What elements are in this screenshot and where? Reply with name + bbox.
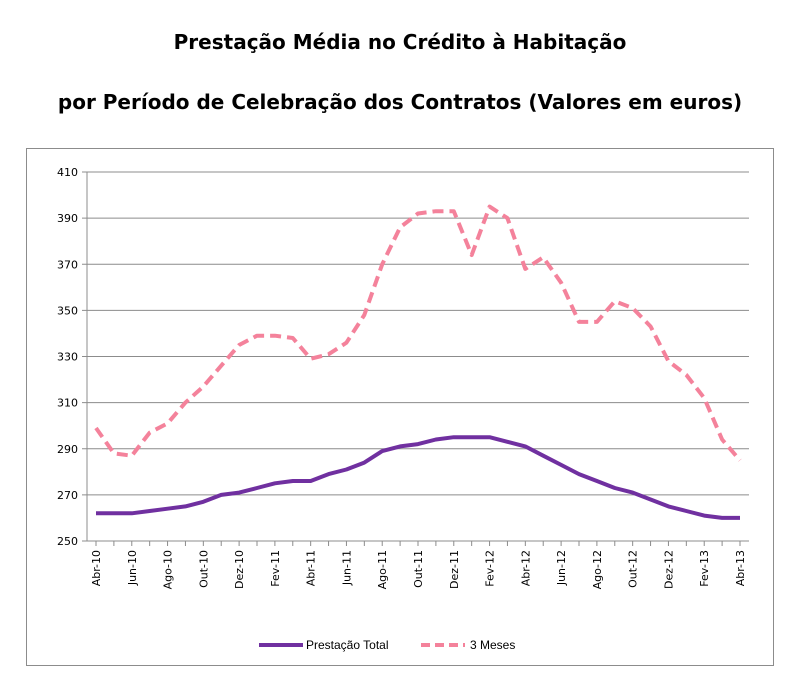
x-tick-label: Fev-12: [484, 550, 497, 587]
y-tick-label: 410: [57, 166, 78, 179]
x-tick-label: Fev-11: [269, 550, 282, 587]
x-tick-label: Jun-12: [555, 550, 568, 586]
series-lines: [94, 204, 742, 520]
legend: Prestação Total 3 Meses: [259, 638, 515, 652]
x-tick-label: Fev-13: [698, 550, 711, 587]
x-tick-label: Out-10: [197, 550, 210, 588]
x-tick-label: Jun-10: [126, 550, 139, 586]
x-tick-label: Out-12: [627, 550, 640, 588]
chart-frame: 250 270 290 310 330 350 370 390 410 Abr-10 Jun-10…: [26, 148, 774, 666]
grid-lines: [87, 171, 749, 542]
x-tick-label: Dez-10: [233, 550, 246, 589]
x-tick-label: Abr-13: [734, 550, 747, 586]
x-tick-label: Out-11: [412, 550, 425, 588]
x-tick-label: Ago-11: [376, 550, 389, 589]
x-tick-label: Abr-10: [90, 550, 103, 586]
x-tick-label: Abr-11: [305, 550, 318, 586]
y-tick-label: 350: [57, 304, 78, 317]
chart-title-line-2: por Período de Celebração dos Contratos …: [57, 90, 743, 114]
y-tick-label: 330: [57, 351, 78, 364]
x-tick-label: Abr-12: [519, 550, 532, 586]
y-tick-label: 250: [57, 535, 78, 548]
x-tick-label: Ago-12: [591, 550, 604, 589]
y-tick-label: 310: [57, 397, 78, 410]
y-tick-label: 390: [57, 212, 78, 225]
y-tick-label: 370: [57, 258, 78, 271]
line-chart: 250 270 290 310 330 350 370 390 410 Abr-10 Jun-10…: [57, 166, 749, 652]
y-tick-label: 290: [57, 443, 78, 456]
x-tick-label: Ago-10: [162, 550, 175, 589]
x-axis: Abr-10 Jun-10 Ago-10 Out-10 Dez-10 Fev-11 Abr-…: [87, 540, 749, 589]
series-line-1: [94, 204, 742, 462]
series-line-0: [96, 435, 740, 520]
legend-label-0: Prestação Total: [306, 638, 389, 652]
x-tick-label: Jun-11: [340, 550, 353, 586]
x-tick-label: Dez-11: [448, 550, 461, 589]
y-axis: 250 270 290 310 330 350 370 390 410: [57, 166, 88, 548]
legend-label-1: 3 Meses: [470, 638, 515, 652]
chart-title-line-1: Prestação Média no Crédito à Habitação: [173, 30, 627, 54]
x-tick-label: Dez-12: [662, 550, 675, 589]
y-tick-label: 270: [57, 489, 78, 502]
